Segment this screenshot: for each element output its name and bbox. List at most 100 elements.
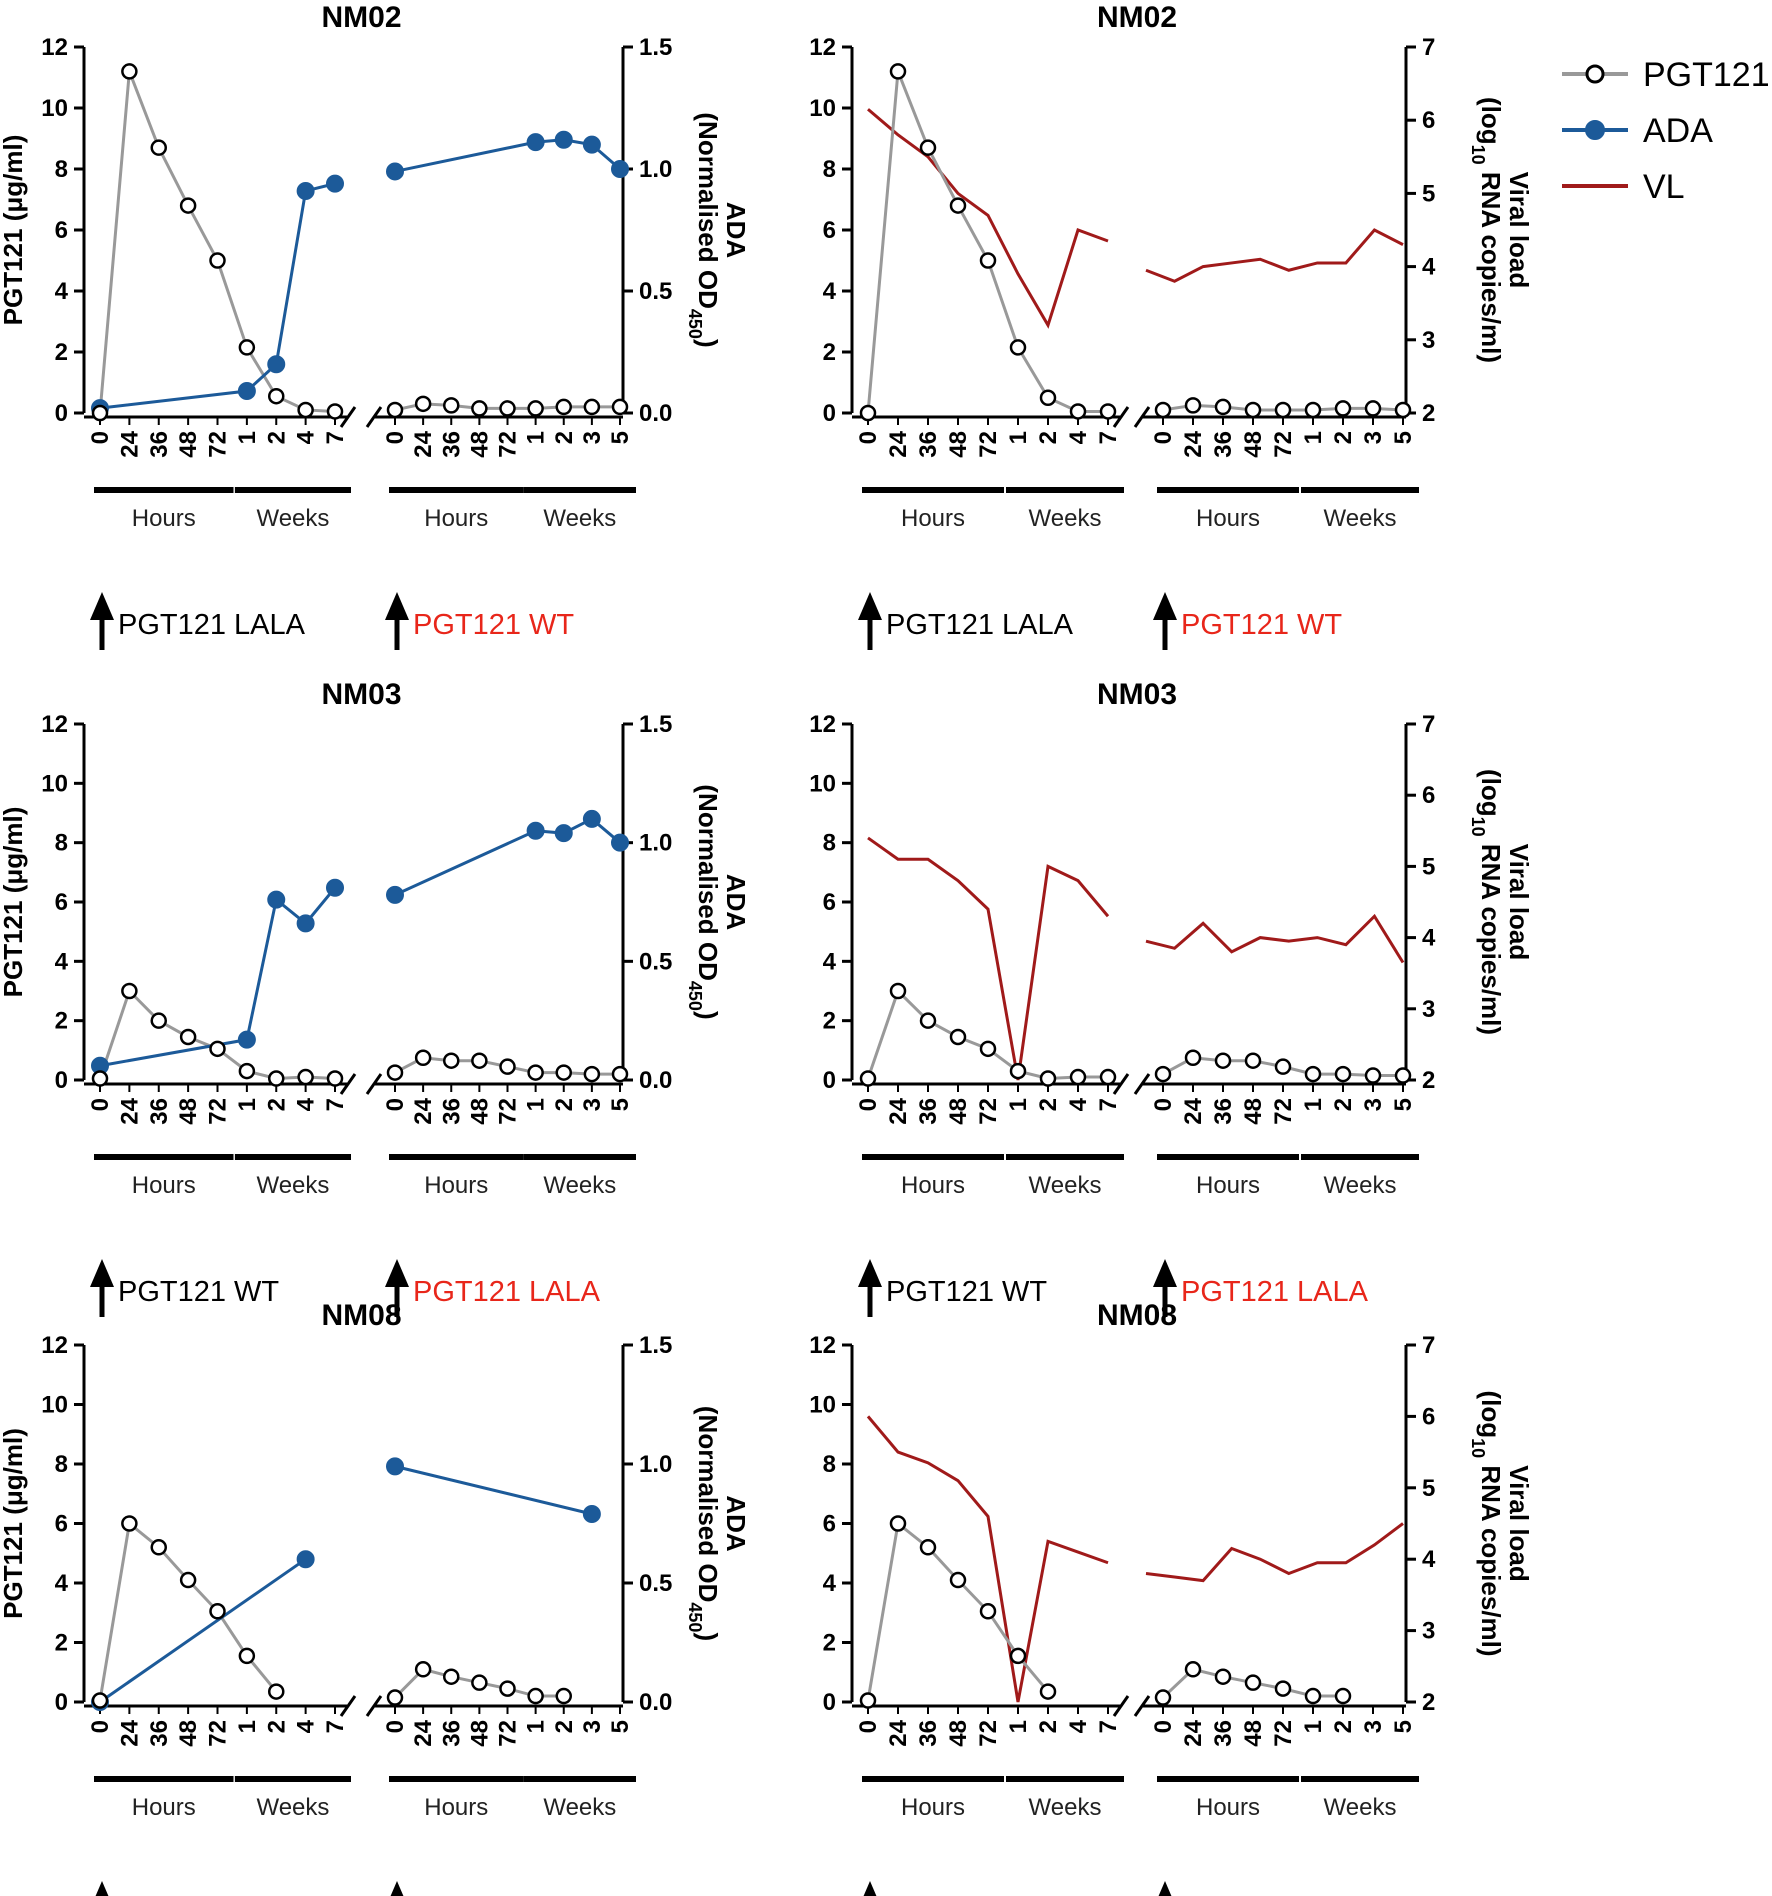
x-tick-label: 72	[495, 431, 522, 458]
left-tick-label: 10	[41, 95, 68, 122]
pgt121-point	[386, 1689, 404, 1706]
pgt121-point	[268, 1070, 285, 1087]
group-label: Hours	[424, 1172, 488, 1199]
pgt121-point	[91, 1692, 109, 1709]
x-tick-label: 48	[175, 1720, 202, 1747]
x-tick-label: 1	[1005, 1098, 1032, 1111]
panel-title: NM03	[1097, 678, 1177, 711]
x-tick-label: 5	[1390, 431, 1417, 444]
pgt121-point	[326, 1070, 344, 1087]
vl-series-line	[866, 1415, 1109, 1703]
pgt121-point	[1214, 1052, 1232, 1069]
x-tick-label: 1	[1300, 1720, 1327, 1733]
pgt121-point	[555, 1687, 572, 1705]
left-tick-label: 0	[823, 1689, 836, 1716]
right-tick-label: 7	[1422, 1332, 1435, 1359]
pgt121-point	[209, 1040, 226, 1058]
right-axis-label-unit: (log10 RNA copies/ml)	[1468, 1390, 1506, 1656]
pgt121-series-line	[98, 988, 336, 1081]
ada-point	[326, 878, 344, 897]
pgt121-point	[121, 982, 138, 1000]
axis-break-mark	[1133, 1695, 1151, 1717]
group-label: Weeks	[1029, 1794, 1102, 1821]
pgt121-point	[471, 400, 488, 417]
pgt121-point	[1099, 403, 1117, 420]
pgt121-point	[1334, 1687, 1352, 1705]
x-tick-label: 72	[1270, 431, 1297, 458]
right-tick-label: 1.0	[639, 156, 672, 183]
pgt121-point	[1304, 401, 1322, 419]
pgt121-point	[1184, 397, 1202, 414]
left-tick-label: 6	[823, 889, 836, 916]
pgt121-point	[209, 1603, 226, 1620]
group-label: Weeks	[1324, 1172, 1397, 1199]
left-tick-label: 12	[41, 34, 68, 61]
pgt121-point	[1394, 401, 1412, 419]
left-tick-label: 6	[823, 217, 836, 244]
axis-break-mark	[365, 406, 383, 428]
group-label: Weeks	[1029, 505, 1102, 532]
pgt121-series-line	[866, 988, 1108, 1081]
x-tick-label: 2	[1035, 431, 1062, 444]
x-tick-label: 1	[1300, 431, 1327, 444]
right-tick-label: 0.5	[639, 278, 672, 305]
group-label: Weeks	[1324, 505, 1397, 532]
pgt121-point	[179, 197, 197, 214]
group-label: Hours	[132, 1794, 196, 1821]
x-tick-label: 7	[322, 1098, 349, 1111]
pgt121-point	[268, 387, 285, 405]
left-tick-label: 10	[809, 770, 836, 797]
right-tick-label: 1.5	[639, 1332, 672, 1359]
ada-point	[267, 355, 286, 374]
pgt121-point	[949, 197, 967, 214]
pgt121-point	[1334, 1065, 1352, 1083]
x-tick-label: 2	[551, 1098, 578, 1111]
x-tick-label: 7	[1095, 431, 1122, 444]
ada-point	[582, 135, 601, 154]
right-tick-label: 7	[1422, 34, 1435, 61]
panel-title: NM08	[1097, 1299, 1177, 1332]
right-tick-label: 2	[1422, 1689, 1435, 1716]
left-tick-label: 12	[809, 34, 836, 61]
x-tick-label: 24	[885, 1097, 912, 1124]
pgt121-point	[414, 395, 432, 413]
x-tick-label: 1	[234, 1720, 261, 1733]
x-tick-label: 36	[438, 1720, 465, 1747]
pgt121-point	[1039, 1070, 1057, 1087]
pgt121-point	[1099, 1068, 1117, 1086]
pgt121-point	[238, 1647, 256, 1665]
x-tick-label: 5	[1390, 1720, 1417, 1733]
x-tick-label: 2	[551, 431, 578, 444]
x-tick-label: 4	[1065, 1719, 1092, 1733]
left-tick-label: 10	[41, 1392, 68, 1419]
x-tick-label: 3	[579, 1720, 606, 1733]
x-tick-label: 7	[322, 1720, 349, 1733]
pgt121-point	[979, 252, 997, 269]
left-tick-label: 6	[55, 889, 68, 916]
left-axis-label: PGT121 (μg/ml)	[0, 807, 28, 998]
pgt121-point	[1154, 1689, 1172, 1706]
axis-break-mark	[339, 1073, 357, 1095]
x-tick-label: 5	[607, 431, 634, 444]
axis-break-mark	[1112, 406, 1130, 428]
x-tick-label: 36	[1210, 431, 1237, 458]
pgt121-point	[1214, 398, 1232, 416]
x-tick-label: 2	[1330, 1720, 1357, 1733]
left-tick-label: 2	[55, 339, 68, 366]
x-tick-label: 1	[234, 1098, 261, 1111]
pgt121-point	[611, 398, 629, 416]
pgt121-point	[1184, 1049, 1202, 1066]
left-tick-label: 10	[809, 95, 836, 122]
pgt121-point	[1069, 403, 1087, 420]
x-tick-label: 7	[322, 431, 349, 444]
x-tick-label: 2	[263, 1098, 290, 1111]
right-axis-label: Viral load	[1504, 172, 1534, 289]
pgt121-point	[979, 1603, 997, 1620]
pgt121-point	[1334, 400, 1352, 417]
x-tick-label: 0	[87, 431, 114, 444]
dose-label: PGT121 LALA	[118, 609, 306, 641]
left-tick-label: 4	[823, 278, 837, 305]
right-axis-label-unit: (Normalised OD450)	[685, 112, 723, 347]
